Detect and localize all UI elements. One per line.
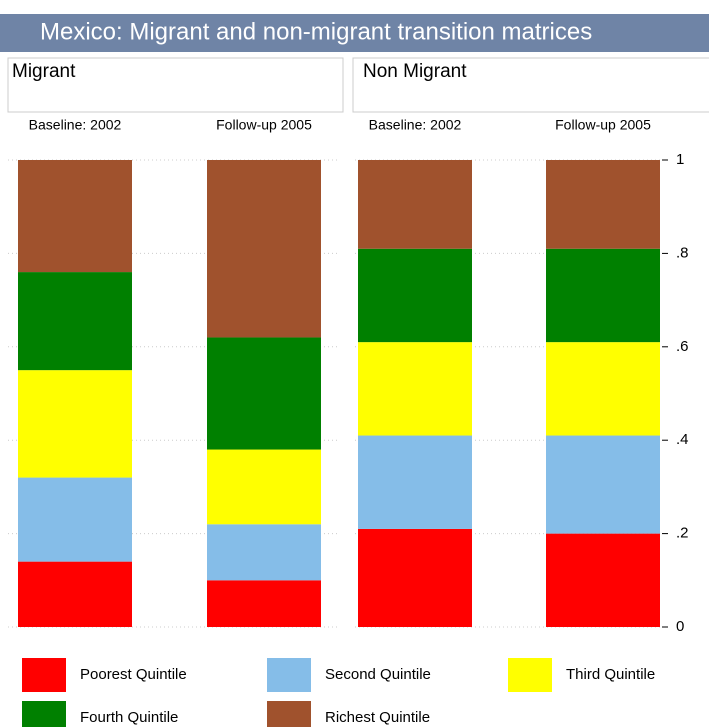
panel-title: Non Migrant bbox=[363, 61, 467, 82]
chart-title: Mexico: Migrant and non-migrant transiti… bbox=[40, 18, 592, 45]
bar-segment bbox=[358, 248, 472, 343]
y-tick-label: 1 bbox=[676, 151, 684, 168]
y-tick-label: .2 bbox=[676, 525, 689, 542]
bar-segment bbox=[18, 370, 132, 478]
bar-segment bbox=[546, 248, 660, 343]
bar-segment bbox=[18, 561, 132, 627]
x-category-label: Baseline: 2002 bbox=[369, 117, 462, 133]
legend-swatch bbox=[267, 701, 311, 727]
legend-label: Third Quintile bbox=[566, 666, 655, 683]
legend-swatch bbox=[22, 701, 66, 727]
bar-segment bbox=[18, 477, 132, 562]
bar-segment bbox=[358, 342, 472, 436]
bar-segment bbox=[546, 533, 660, 627]
x-category-label: Follow-up 2005 bbox=[555, 117, 651, 133]
bar-segment bbox=[18, 272, 132, 371]
bar-segment bbox=[207, 449, 321, 525]
bar-segment bbox=[546, 435, 660, 534]
y-tick-label: .6 bbox=[676, 338, 689, 355]
bar-segment bbox=[546, 342, 660, 436]
title-bar bbox=[0, 14, 709, 52]
legend-swatch bbox=[267, 658, 311, 692]
x-category-label: Baseline: 2002 bbox=[29, 117, 122, 133]
bar-segment bbox=[207, 160, 321, 338]
panel-title: Migrant bbox=[12, 61, 76, 82]
legend-label: Second Quintile bbox=[325, 666, 431, 683]
panel-header bbox=[7, 57, 344, 113]
legend-swatch bbox=[508, 658, 552, 692]
x-category-label: Follow-up 2005 bbox=[216, 117, 312, 133]
legend-label: Poorest Quintile bbox=[80, 666, 187, 683]
bar-segment bbox=[358, 435, 472, 529]
legend-swatch bbox=[22, 658, 66, 692]
y-tick-label: .8 bbox=[676, 244, 689, 261]
panel-header bbox=[352, 57, 709, 113]
bar-segment bbox=[18, 160, 132, 273]
y-tick-label: 0 bbox=[676, 618, 684, 635]
bar-segment bbox=[358, 160, 472, 249]
bar-segment bbox=[207, 580, 321, 627]
bar-segment bbox=[207, 524, 321, 581]
legend-label: Richest Quintile bbox=[325, 709, 430, 726]
y-tick-label: .4 bbox=[676, 431, 689, 448]
bar-segment bbox=[546, 160, 660, 249]
bar-segment bbox=[207, 337, 321, 450]
legend-label: Fourth Quintile bbox=[80, 709, 178, 726]
bar-segment bbox=[358, 528, 472, 627]
